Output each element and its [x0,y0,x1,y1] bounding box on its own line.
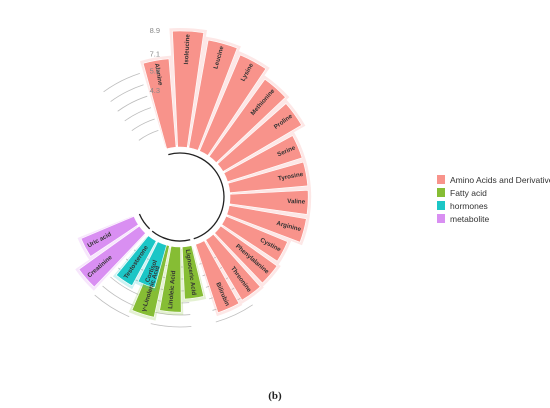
bar [172,30,205,148]
bar [217,103,302,172]
grid-arc [117,95,148,112]
panel-label: (b) [0,390,550,402]
group-baseline-arc [151,230,169,241]
group-baseline-arc [138,213,151,230]
panel-label-text: (b) [268,390,282,402]
bar-label: Isoleucine [183,33,191,64]
grid-arc [103,72,140,93]
radial-tick-label: 8.9 [150,26,160,35]
bar [208,78,286,164]
bar [78,225,146,288]
bar [223,135,303,183]
grid-arc [124,107,152,122]
group-baseline-arc [168,152,225,240]
legend-item-hormones: hormones [437,199,549,212]
legend-label: Fatty acid [450,187,487,198]
bar [80,215,139,257]
bar [115,235,157,287]
bar [142,58,177,150]
bar [221,215,288,262]
legend-swatch [437,214,445,223]
legend-swatch [437,188,445,197]
grid-arc [102,285,135,306]
bar-label: Linoleic Acid [167,270,177,309]
grid-arc [215,304,253,323]
legend: Amino Acids and Derivatives Fatty acid h… [437,173,550,225]
legend-item-metabolite: metabolite [437,212,549,225]
legend-label: Amino Acids and Derivatives [450,174,550,185]
bar [195,240,240,313]
bar [229,189,309,215]
bar [181,245,205,300]
bar [137,241,167,289]
legend-label: hormones [450,200,488,211]
bar [188,39,238,151]
bar-label: Valine [287,198,306,206]
bar [159,245,182,313]
bar [227,161,309,193]
grid-arc [110,84,144,102]
legend-label: metabolite [450,213,490,224]
bar-label: Tyrosine [278,171,305,183]
grid-arc [94,294,130,318]
radial-tick-label: 5.8 [150,66,160,75]
bar [214,225,278,284]
grid-arc [131,118,155,131]
legend-swatch [437,201,445,210]
legend-item-amino-acids: Amino Acids and Derivatives [437,173,550,186]
bar [226,205,307,243]
legend-swatch [437,175,445,184]
bars [75,27,312,321]
grid-arc [138,130,159,141]
radial-tick-label: 7.1 [150,50,160,59]
grid-arc [150,323,192,328]
radial-ticks: 8.9 7.1 5.8 4.3 [150,26,160,95]
bar [199,54,267,156]
bar [205,233,261,301]
legend-item-fatty-acid: Fatty acid [437,186,549,199]
bar-label: Alanine [153,63,164,87]
radial-tick-label: 4.3 [150,86,160,95]
